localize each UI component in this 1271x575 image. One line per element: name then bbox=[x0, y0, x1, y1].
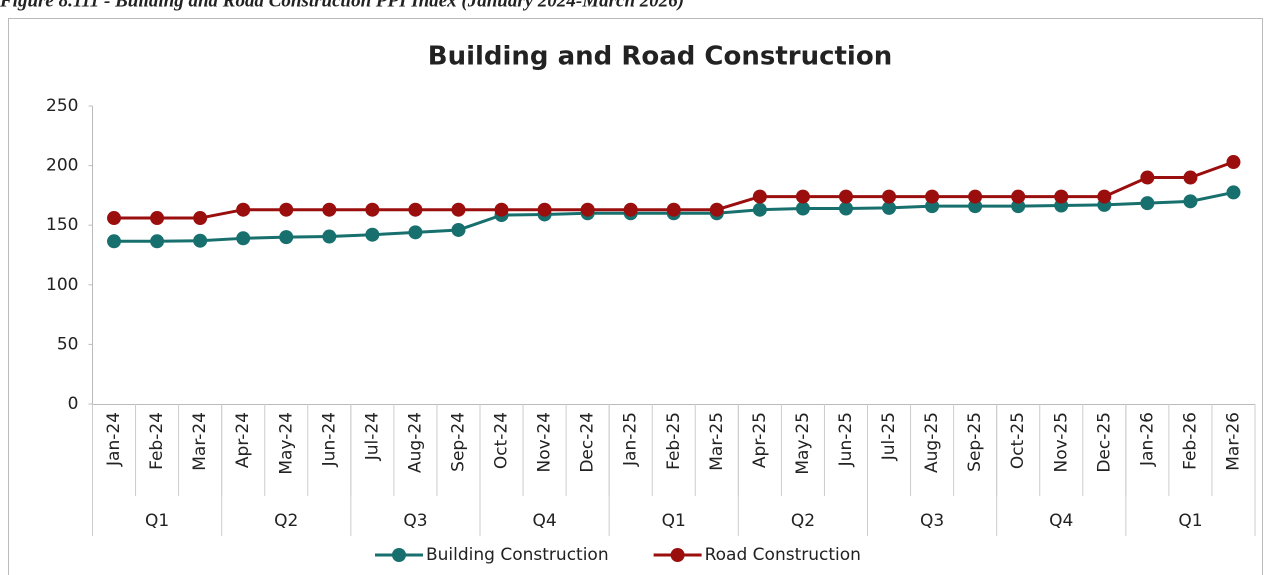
data-point bbox=[150, 234, 165, 249]
x-tick-label: Aug-24 bbox=[405, 412, 425, 473]
chart-border bbox=[8, 18, 1263, 575]
group-label: Q2 bbox=[791, 511, 815, 531]
data-point bbox=[882, 200, 897, 215]
data-point bbox=[537, 202, 552, 217]
group-label: Q2 bbox=[274, 511, 298, 531]
x-tick-label: Jan-25 bbox=[621, 412, 641, 467]
data-point bbox=[150, 211, 165, 226]
x-tick-label: Jul-24 bbox=[362, 412, 382, 461]
data-point bbox=[1097, 189, 1112, 204]
x-tick-label: Apr-24 bbox=[233, 412, 253, 468]
data-point bbox=[279, 202, 294, 217]
group-label: Q3 bbox=[403, 511, 427, 531]
legend-marker bbox=[670, 548, 685, 562]
data-point bbox=[1226, 155, 1241, 170]
data-point bbox=[838, 189, 853, 204]
data-point bbox=[580, 202, 595, 217]
data-point bbox=[1226, 185, 1241, 200]
y-tick-label: 150 bbox=[46, 215, 78, 235]
data-point bbox=[107, 234, 122, 249]
x-tick-label: Jun-24 bbox=[319, 412, 339, 467]
legend-label: Road Construction bbox=[705, 545, 861, 565]
y-tick-label: 200 bbox=[46, 156, 78, 176]
x-tick-label: May-24 bbox=[276, 412, 296, 475]
y-tick-label: 100 bbox=[46, 275, 78, 295]
data-point bbox=[752, 202, 767, 217]
x-tick-label: Oct-25 bbox=[1008, 412, 1028, 469]
x-tick-label: Nov-24 bbox=[535, 412, 555, 473]
data-point bbox=[451, 222, 466, 237]
x-tick-label: Feb-24 bbox=[147, 412, 167, 470]
group-label: Q1 bbox=[1178, 511, 1202, 531]
data-point bbox=[408, 202, 423, 217]
x-tick-label: Jan-24 bbox=[104, 412, 124, 467]
data-point bbox=[1183, 194, 1198, 209]
data-point bbox=[709, 202, 724, 217]
data-point bbox=[838, 201, 853, 216]
x-tick-label: Jul-25 bbox=[879, 412, 899, 461]
y-tick-label: 250 bbox=[46, 96, 78, 116]
data-point bbox=[925, 189, 940, 204]
data-point bbox=[494, 202, 509, 217]
x-tick-label: Apr-25 bbox=[750, 412, 770, 468]
data-point bbox=[107, 211, 122, 226]
data-point bbox=[795, 189, 810, 204]
data-point bbox=[1140, 170, 1155, 185]
group-label: Q1 bbox=[145, 511, 169, 531]
group-label: Q3 bbox=[920, 511, 944, 531]
x-tick-label: Mar-24 bbox=[190, 412, 210, 471]
x-tick-label: Mar-25 bbox=[707, 412, 727, 471]
data-point bbox=[795, 201, 810, 216]
x-tick-label: Sep-25 bbox=[965, 412, 985, 472]
caption: Figure 8.111 - Building and Road Constru… bbox=[0, 0, 684, 11]
data-point bbox=[193, 233, 208, 248]
data-point bbox=[365, 227, 380, 242]
data-point bbox=[236, 202, 251, 217]
data-point bbox=[1183, 170, 1198, 185]
data-point bbox=[1140, 196, 1155, 211]
x-tick-label: Sep-24 bbox=[448, 412, 468, 472]
data-point bbox=[322, 202, 337, 217]
x-tick-label: Feb-26 bbox=[1180, 412, 1200, 470]
x-tick-label: Mar-26 bbox=[1223, 412, 1243, 471]
data-point bbox=[365, 202, 380, 217]
data-point bbox=[1054, 189, 1069, 204]
data-point bbox=[1011, 189, 1026, 204]
x-tick-label: Oct-24 bbox=[492, 412, 512, 469]
data-point bbox=[408, 225, 423, 240]
data-point bbox=[451, 202, 466, 217]
x-tick-label: Dec-25 bbox=[1094, 412, 1114, 473]
legend-label: Building Construction bbox=[426, 545, 609, 565]
x-tick-label: Dec-24 bbox=[578, 412, 598, 473]
chart-title: Building and Road Construction bbox=[428, 42, 892, 72]
group-label: Q1 bbox=[662, 511, 686, 531]
data-point bbox=[279, 230, 294, 245]
data-point bbox=[666, 202, 681, 217]
data-point bbox=[752, 189, 767, 204]
group-label: Q4 bbox=[532, 511, 556, 531]
y-tick-label: 50 bbox=[57, 334, 79, 354]
x-tick-label: Jun-25 bbox=[836, 412, 856, 467]
data-point bbox=[322, 229, 337, 244]
group-label: Q4 bbox=[1049, 511, 1073, 531]
data-point bbox=[193, 211, 208, 226]
y-tick-label: 0 bbox=[68, 394, 79, 414]
data-point bbox=[882, 189, 897, 204]
x-tick-label: Nov-25 bbox=[1051, 412, 1071, 473]
data-point bbox=[968, 189, 983, 204]
x-tick-label: Aug-25 bbox=[922, 412, 942, 473]
data-point bbox=[236, 231, 251, 246]
x-tick-label: Feb-25 bbox=[664, 412, 684, 470]
legend-marker bbox=[392, 548, 406, 562]
x-tick-label: Jan-26 bbox=[1137, 412, 1157, 467]
data-point bbox=[623, 202, 638, 217]
x-tick-label: May-25 bbox=[793, 412, 813, 475]
